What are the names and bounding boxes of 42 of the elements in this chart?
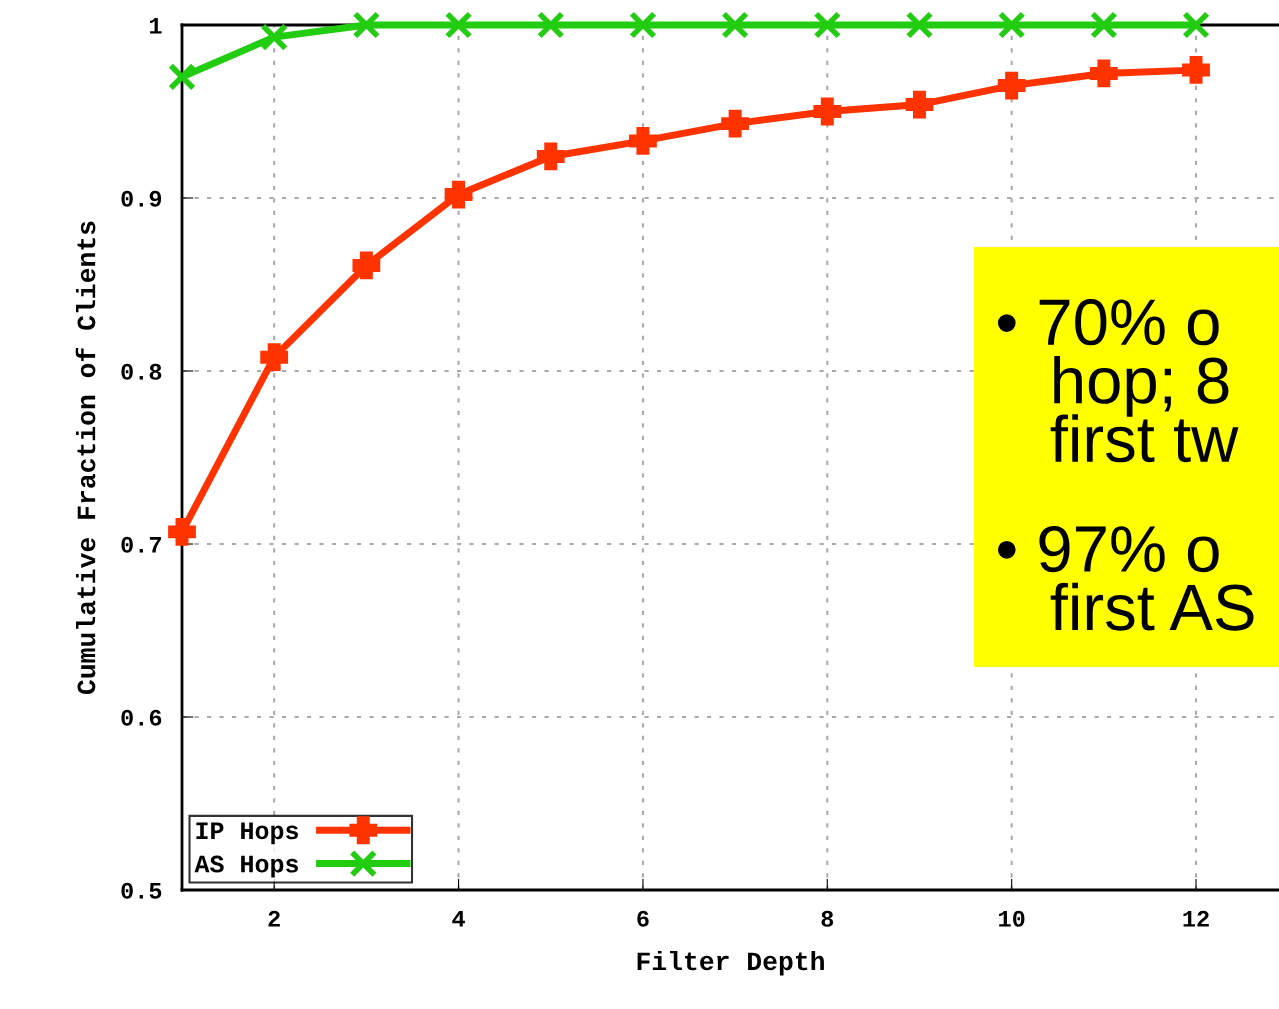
point: [352, 11, 381, 39]
point: [629, 11, 657, 39]
point: [905, 11, 934, 39]
point: [905, 90, 934, 119]
x-tick-label: 12: [1183, 910, 1209, 927]
point: [813, 97, 842, 126]
point: [260, 343, 289, 372]
point: [444, 11, 473, 39]
point: [997, 11, 1026, 39]
x-axis-title: Filter Depth: [637, 950, 824, 976]
x-tick-label: 10: [999, 910, 1025, 927]
y-tick-label: 0.6: [121, 709, 162, 726]
y-tick-label: 0.5: [121, 882, 162, 899]
annotation: • 97% o first AS: [997, 525, 1254, 631]
point: [1089, 11, 1118, 39]
point: [168, 63, 196, 91]
y-tick-label: 0.7: [121, 536, 161, 553]
point: [1182, 11, 1210, 39]
point: [260, 23, 289, 51]
x-tick-label: 4: [452, 911, 465, 927]
x-tick-label: 6: [637, 910, 649, 927]
annotation: • 70% o hop; 8 first tw: [997, 299, 1239, 463]
point: [536, 11, 565, 39]
point: [1182, 56, 1210, 84]
point: [813, 11, 842, 39]
point: [168, 518, 196, 546]
legend-label: AS Hops: [194, 855, 298, 878]
point: [444, 180, 473, 209]
point: [721, 11, 749, 39]
y-tick-label: 1: [149, 18, 162, 34]
point: [1089, 59, 1118, 88]
point: [536, 142, 565, 171]
y-tick-label: 0.9: [121, 190, 162, 207]
x-tick-label: 2: [268, 910, 280, 927]
point: [352, 251, 381, 280]
y-axis-title: Cumulative Fraction of Clients: [75, 221, 96, 695]
point: [629, 127, 657, 155]
point: [721, 109, 749, 138]
legend-label: IP Hops: [196, 822, 298, 845]
x-tick-label: 8: [821, 910, 834, 927]
point: [997, 71, 1026, 100]
y-tick-label: 0.8: [121, 363, 162, 380]
